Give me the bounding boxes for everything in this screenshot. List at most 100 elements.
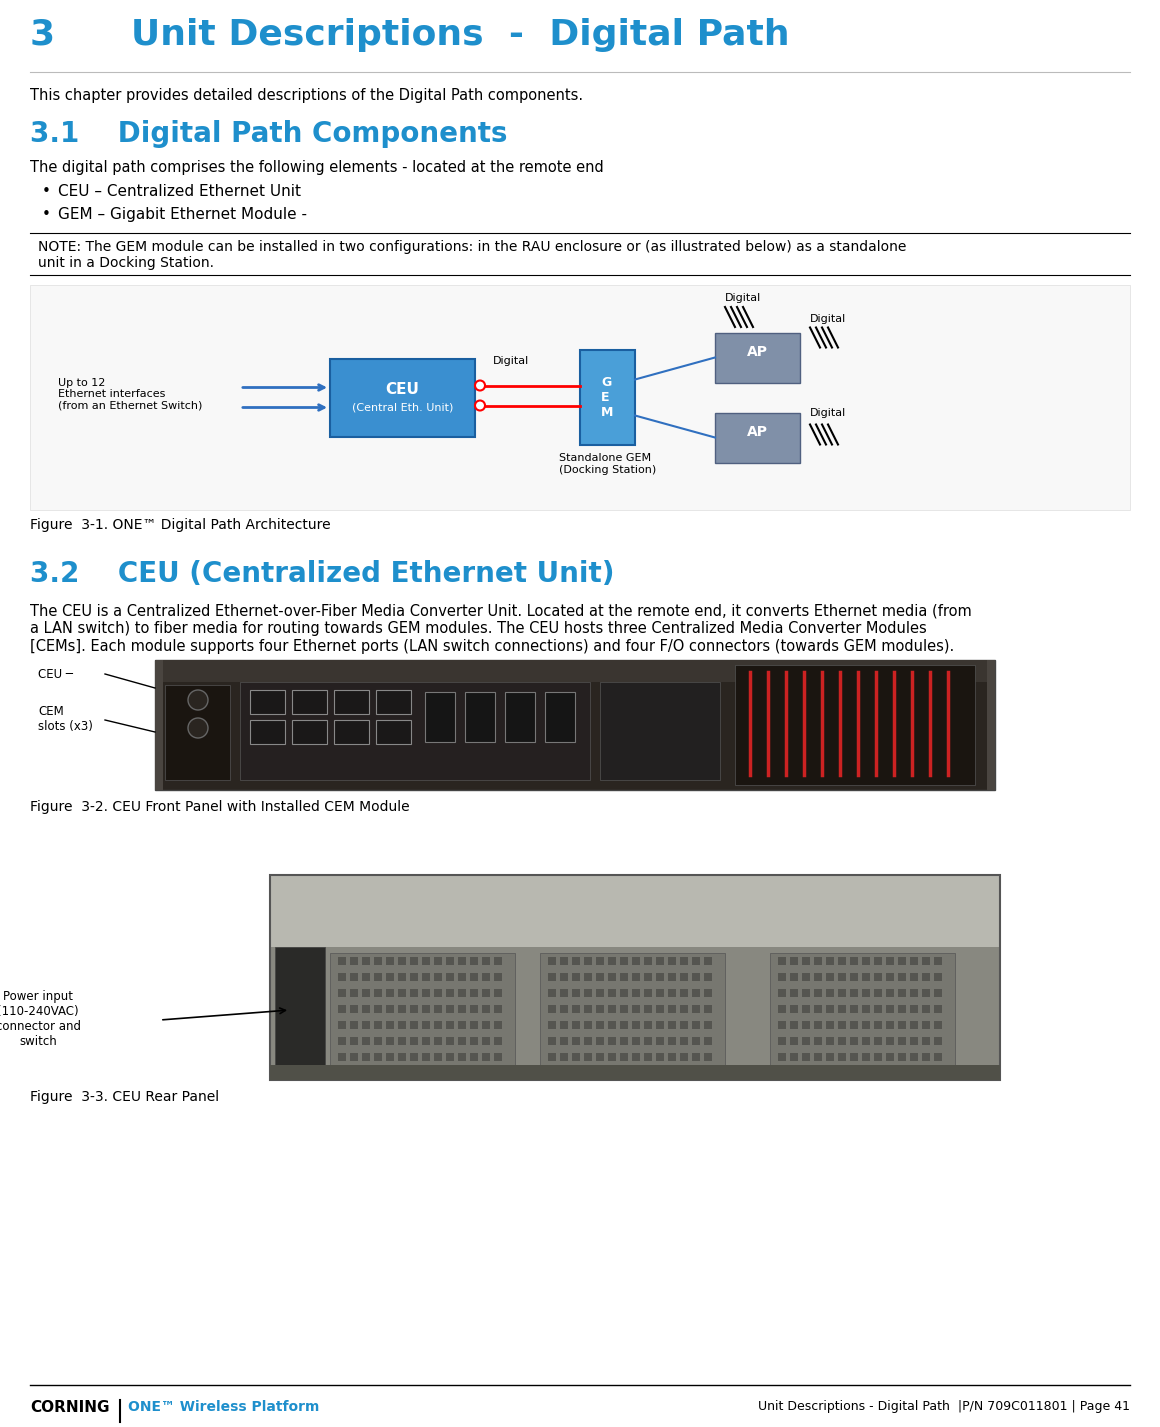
Bar <box>458 1037 466 1045</box>
Bar <box>826 1037 834 1045</box>
Bar <box>850 1005 858 1013</box>
Bar <box>680 1053 688 1062</box>
Bar <box>458 1020 466 1029</box>
Bar <box>350 1020 358 1029</box>
Text: Up to 12
Ethernet interfaces
(from an Ethernet Switch): Up to 12 Ethernet interfaces (from an Et… <box>58 378 202 411</box>
Bar <box>422 1053 430 1062</box>
Bar <box>434 973 442 980</box>
Bar <box>704 1037 712 1045</box>
Bar <box>873 1005 882 1013</box>
Bar <box>838 1020 846 1029</box>
Bar <box>619 1020 628 1029</box>
Bar <box>862 958 870 965</box>
Bar <box>338 1005 346 1013</box>
Bar <box>275 946 325 1070</box>
Bar <box>386 973 394 980</box>
Bar <box>155 661 995 682</box>
Bar <box>790 958 798 965</box>
Bar <box>386 958 394 965</box>
Bar <box>483 1053 490 1062</box>
Bar <box>873 989 882 997</box>
Bar <box>898 989 906 997</box>
Bar <box>934 973 942 980</box>
Bar <box>873 1037 882 1045</box>
Bar <box>886 958 894 965</box>
Bar <box>434 1037 442 1045</box>
Bar <box>470 1037 478 1045</box>
Text: CEU – Centralized Ethernet Unit: CEU – Centralized Ethernet Unit <box>58 184 300 198</box>
Bar <box>30 285 1130 509</box>
Bar <box>657 989 664 997</box>
Bar <box>632 1020 640 1029</box>
Bar <box>548 958 556 965</box>
Bar <box>483 1005 490 1013</box>
Bar <box>735 665 976 785</box>
Bar <box>826 973 834 980</box>
Bar <box>445 958 454 965</box>
Bar <box>362 973 370 980</box>
Bar <box>445 1020 454 1029</box>
Bar <box>165 685 230 781</box>
Bar <box>922 1020 930 1029</box>
Bar <box>826 989 834 997</box>
Text: CEU: CEU <box>385 382 420 397</box>
Bar <box>898 1005 906 1013</box>
Bar <box>386 1053 394 1062</box>
Bar <box>409 1005 418 1013</box>
Bar <box>668 989 676 997</box>
Bar <box>704 958 712 965</box>
Bar <box>909 973 918 980</box>
Bar <box>422 989 430 997</box>
Text: [CEMs]. Each module supports four Ethernet ports (LAN switch connections) and fo: [CEMs]. Each module supports four Ethern… <box>30 639 955 654</box>
Bar <box>362 1020 370 1029</box>
Bar <box>483 958 490 965</box>
Bar <box>668 1037 676 1045</box>
Bar <box>814 1037 822 1045</box>
Text: Figure  3-1. ONE™ Digital Path Architecture: Figure 3-1. ONE™ Digital Path Architectu… <box>30 518 331 532</box>
Bar <box>814 1053 822 1062</box>
Bar <box>583 973 592 980</box>
Bar <box>494 1020 502 1029</box>
Bar <box>560 973 568 980</box>
Bar <box>657 1037 664 1045</box>
Bar <box>608 1053 616 1062</box>
Bar <box>374 1053 382 1062</box>
Bar <box>362 989 370 997</box>
Bar <box>583 1053 592 1062</box>
Bar <box>850 1020 858 1029</box>
Bar <box>802 958 810 965</box>
Circle shape <box>474 401 485 411</box>
Bar <box>862 989 870 997</box>
Bar <box>494 973 502 980</box>
Bar <box>583 958 592 965</box>
Bar <box>596 1053 604 1062</box>
Bar <box>572 1037 580 1045</box>
Bar <box>470 973 478 980</box>
Bar <box>619 1037 628 1045</box>
Bar <box>909 989 918 997</box>
Bar <box>251 691 285 714</box>
Bar <box>657 1020 664 1029</box>
Bar <box>814 1020 822 1029</box>
Text: The CEU is a Centralized Ethernet-over-Fiber Media Converter Unit. Located at th: The CEU is a Centralized Ethernet-over-F… <box>30 604 972 618</box>
Bar <box>560 1005 568 1013</box>
Bar <box>838 958 846 965</box>
Text: Unit Descriptions - Digital Path  |P/N 709C011801 | Page 41: Unit Descriptions - Digital Path |P/N 70… <box>757 1400 1130 1413</box>
Bar <box>608 989 616 997</box>
Bar <box>434 989 442 997</box>
Bar <box>422 958 430 965</box>
Bar <box>693 989 699 997</box>
Bar <box>494 1053 502 1062</box>
Text: Digital: Digital <box>725 293 761 303</box>
Bar <box>632 1037 640 1045</box>
Bar <box>909 958 918 965</box>
Bar <box>270 946 1000 1080</box>
Bar <box>802 1005 810 1013</box>
Bar <box>632 1053 640 1062</box>
Bar <box>704 1020 712 1029</box>
Bar <box>445 989 454 997</box>
Bar <box>458 1005 466 1013</box>
Bar <box>560 1053 568 1062</box>
Bar <box>826 1005 834 1013</box>
Bar <box>657 1053 664 1062</box>
